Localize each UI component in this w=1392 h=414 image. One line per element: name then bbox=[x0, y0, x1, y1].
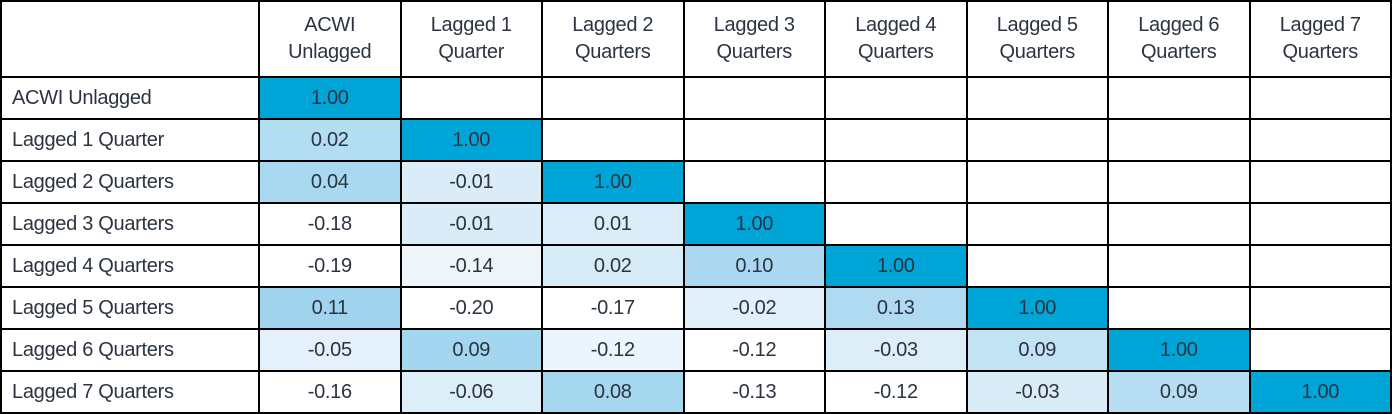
table-row-3: Lagged 2 Quarters 0.04 -0.01 1.00 bbox=[0, 160, 1392, 204]
matrix-cell bbox=[1248, 286, 1392, 330]
matrix-cell: 1.00 bbox=[1107, 328, 1251, 372]
matrix-cell bbox=[399, 76, 543, 120]
column-header-6: Lagged 5 Quarters bbox=[965, 0, 1109, 78]
corner-cell bbox=[0, 0, 260, 78]
matrix-cell bbox=[824, 202, 968, 246]
matrix-cell: -0.06 bbox=[399, 370, 543, 414]
column-header-4: Lagged 3 Quarters bbox=[682, 0, 826, 78]
matrix-cell bbox=[1248, 160, 1392, 204]
matrix-cell: -0.05 bbox=[258, 328, 402, 372]
matrix-cell: -0.03 bbox=[965, 370, 1109, 414]
matrix-cell bbox=[1107, 160, 1251, 204]
table-row-8: Lagged 7 Quarters -0.16 -0.06 0.08 -0.13 -0.1… bbox=[0, 370, 1392, 414]
matrix-cell bbox=[965, 160, 1109, 204]
row-label: Lagged 3 Quarters bbox=[0, 202, 260, 246]
matrix-cell: -0.17 bbox=[541, 286, 685, 330]
matrix-cell bbox=[1248, 328, 1392, 372]
matrix-cell: 1.00 bbox=[1248, 370, 1392, 414]
table-row-7: Lagged 6 Quarters -0.05 0.09 -0.12 -0.12 -0.0… bbox=[0, 328, 1392, 372]
matrix-cell: 0.13 bbox=[824, 286, 968, 330]
row-label: Lagged 6 Quarters bbox=[0, 328, 260, 372]
header-row: ACWI Unlagged Lagged 1 Quarter Lagged 2 Qu… bbox=[0, 0, 1392, 78]
matrix-cell: 0.10 bbox=[682, 244, 826, 288]
column-header-2: Lagged 1 Quarter bbox=[399, 0, 543, 78]
table-row-2: Lagged 1 Quarter 0.02 1.00 bbox=[0, 118, 1392, 162]
matrix-cell bbox=[1107, 76, 1251, 120]
matrix-cell bbox=[1248, 118, 1392, 162]
matrix-cell: -0.01 bbox=[399, 160, 543, 204]
matrix-cell: 0.02 bbox=[258, 118, 402, 162]
row-label: Lagged 2 Quarters bbox=[0, 160, 260, 204]
matrix-cell: 1.00 bbox=[258, 76, 402, 120]
matrix-cell: -0.12 bbox=[824, 370, 968, 414]
matrix-cell bbox=[541, 118, 685, 162]
matrix-cell: 0.09 bbox=[399, 328, 543, 372]
table-row-4: Lagged 3 Quarters -0.18 -0.01 0.01 1.00 bbox=[0, 202, 1392, 246]
matrix-cell: -0.18 bbox=[258, 202, 402, 246]
matrix-cell bbox=[1107, 244, 1251, 288]
column-header-8: Lagged 7 Quarters bbox=[1248, 0, 1392, 78]
matrix-cell bbox=[1248, 244, 1392, 288]
row-label: Lagged 4 Quarters bbox=[0, 244, 260, 288]
column-header-1: ACWI Unlagged bbox=[258, 0, 402, 78]
matrix-cell: 0.08 bbox=[541, 370, 685, 414]
row-label: ACWI Unlagged bbox=[0, 76, 260, 120]
matrix-cell: -0.02 bbox=[682, 286, 826, 330]
matrix-cell bbox=[1107, 202, 1251, 246]
matrix-cell bbox=[1107, 286, 1251, 330]
matrix-cell: -0.14 bbox=[399, 244, 543, 288]
table-row-1: ACWI Unlagged 1.00 bbox=[0, 76, 1392, 120]
matrix-cell bbox=[541, 76, 685, 120]
matrix-cell bbox=[824, 76, 968, 120]
matrix-cell: 0.09 bbox=[1107, 370, 1251, 414]
matrix-cell: 0.01 bbox=[541, 202, 685, 246]
matrix-cell bbox=[682, 160, 826, 204]
matrix-cell: -0.13 bbox=[682, 370, 826, 414]
matrix-cell: -0.20 bbox=[399, 286, 543, 330]
table-header: ACWI Unlagged Lagged 1 Quarter Lagged 2 Qu… bbox=[0, 0, 1392, 78]
row-label: Lagged 5 Quarters bbox=[0, 286, 260, 330]
matrix-cell bbox=[682, 76, 826, 120]
matrix-cell bbox=[824, 160, 968, 204]
matrix-cell bbox=[1248, 202, 1392, 246]
matrix-cell: 0.02 bbox=[541, 244, 685, 288]
matrix-cell bbox=[965, 118, 1109, 162]
matrix-cell: -0.12 bbox=[682, 328, 826, 372]
matrix-cell: -0.16 bbox=[258, 370, 402, 414]
row-label: Lagged 7 Quarters bbox=[0, 370, 260, 414]
matrix-cell bbox=[1107, 118, 1251, 162]
matrix-cell bbox=[965, 76, 1109, 120]
table-row-6: Lagged 5 Quarters 0.11 -0.20 -0.17 -0.02 0.13… bbox=[0, 286, 1392, 330]
matrix-cell: 1.00 bbox=[824, 244, 968, 288]
matrix-cell: 0.11 bbox=[258, 286, 402, 330]
matrix-cell: 0.04 bbox=[258, 160, 402, 204]
matrix-cell: -0.01 bbox=[399, 202, 543, 246]
matrix-cell: -0.03 bbox=[824, 328, 968, 372]
matrix-cell: 1.00 bbox=[682, 202, 826, 246]
matrix-cell: 1.00 bbox=[541, 160, 685, 204]
matrix-cell: 1.00 bbox=[399, 118, 543, 162]
matrix-cell: 0.09 bbox=[965, 328, 1109, 372]
matrix-cell: 1.00 bbox=[965, 286, 1109, 330]
column-header-7: Lagged 6 Quarters bbox=[1107, 0, 1251, 78]
table-body: ACWI Unlagged 1.00 Lagged 1 Quarter 0.02 1.0… bbox=[0, 76, 1392, 414]
matrix-cell: -0.12 bbox=[541, 328, 685, 372]
matrix-cell bbox=[824, 118, 968, 162]
matrix-cell bbox=[965, 202, 1109, 246]
row-label: Lagged 1 Quarter bbox=[0, 118, 260, 162]
table-row-5: Lagged 4 Quarters -0.19 -0.14 0.02 0.10 1.00 bbox=[0, 244, 1392, 288]
matrix-cell bbox=[965, 244, 1109, 288]
column-header-5: Lagged 4 Quarters bbox=[824, 0, 968, 78]
matrix-cell bbox=[682, 118, 826, 162]
matrix-cell bbox=[1248, 76, 1392, 120]
matrix-cell: -0.19 bbox=[258, 244, 402, 288]
column-header-3: Lagged 2 Quarters bbox=[541, 0, 685, 78]
